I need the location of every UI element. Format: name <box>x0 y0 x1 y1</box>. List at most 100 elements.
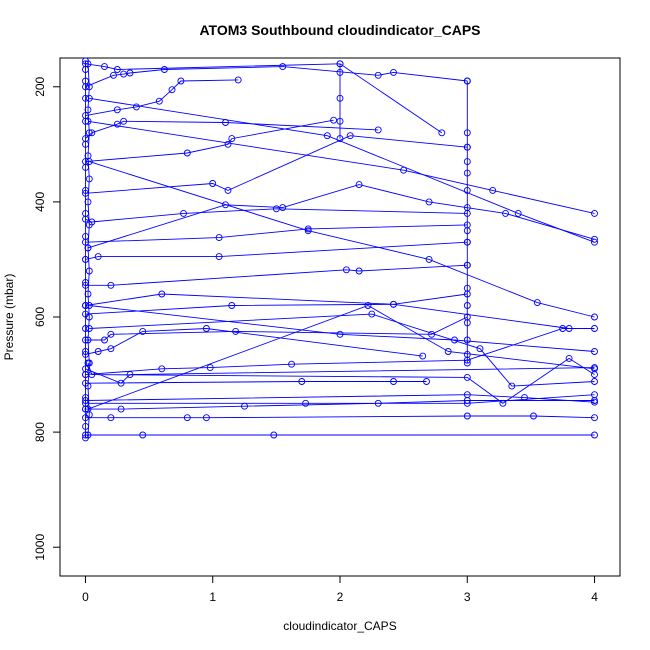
data-point <box>463 336 471 344</box>
data-point <box>336 117 344 125</box>
data-point <box>117 405 125 413</box>
data-point <box>82 379 89 387</box>
series-18 <box>82 238 471 263</box>
series-line <box>85 293 570 329</box>
data-point <box>298 378 306 385</box>
data-point <box>419 352 427 360</box>
data-point <box>84 405 92 413</box>
data-point <box>85 175 93 183</box>
data-point <box>85 94 93 102</box>
series-line <box>87 357 595 404</box>
y-axis: 200 400 600 800 1000 <box>33 76 61 561</box>
x-tick-label: 2 <box>337 590 344 604</box>
data-point <box>463 158 471 166</box>
data-point <box>591 235 598 243</box>
data-point <box>463 209 471 217</box>
series-layer <box>82 57 598 442</box>
series-8 <box>82 391 598 407</box>
data-point <box>82 255 89 263</box>
x-tick-label: 3 <box>464 590 471 604</box>
series-line <box>85 241 468 260</box>
data-point <box>355 267 363 275</box>
series-line <box>85 224 468 243</box>
data-point <box>110 71 117 79</box>
data-point <box>463 412 471 420</box>
series-line <box>87 120 595 214</box>
data-point <box>374 126 382 134</box>
y-tick-label: 200 <box>33 76 47 96</box>
data-point <box>565 354 573 362</box>
data-point <box>463 373 471 381</box>
data-point <box>113 106 121 114</box>
data-point <box>591 414 598 422</box>
data-point <box>304 227 312 235</box>
data-point <box>209 180 217 187</box>
series-line <box>85 119 334 163</box>
series-5 <box>82 431 598 439</box>
data-point <box>85 302 93 309</box>
data-point <box>591 398 598 406</box>
data-point <box>346 132 354 140</box>
data-point <box>390 68 397 76</box>
data-point <box>374 71 382 79</box>
series-9 <box>82 391 598 406</box>
data-point <box>234 76 242 84</box>
data-point <box>323 132 331 140</box>
y-tick-label: 400 <box>33 192 47 212</box>
series-31 <box>84 117 598 217</box>
data-point <box>84 117 92 125</box>
data-point <box>82 158 89 166</box>
series-line <box>85 208 468 223</box>
data-point <box>107 414 115 422</box>
data-point <box>463 169 471 177</box>
data-point <box>336 60 344 68</box>
series-line <box>85 367 595 384</box>
series-24 <box>82 76 242 120</box>
data-point <box>591 431 598 439</box>
data-point <box>288 360 296 368</box>
data-point <box>215 253 223 261</box>
series-line <box>89 97 595 243</box>
data-point <box>160 66 168 73</box>
data-point <box>84 290 92 298</box>
data-point <box>425 255 433 263</box>
series-line <box>85 264 468 286</box>
data-point <box>463 221 471 229</box>
series-25 <box>82 63 471 91</box>
data-point <box>591 325 598 332</box>
data-point <box>88 218 96 226</box>
data-point <box>224 186 232 194</box>
data-point <box>272 205 280 213</box>
series-line <box>85 394 595 403</box>
data-point <box>202 414 210 422</box>
data-point <box>463 129 471 137</box>
data-point <box>168 86 176 94</box>
data-point <box>438 129 446 137</box>
data-point <box>463 356 471 364</box>
x-tick-label: 4 <box>591 590 598 604</box>
data-point <box>107 345 115 353</box>
data-point <box>228 302 236 309</box>
series-line <box>89 305 595 352</box>
data-point <box>279 63 287 71</box>
data-point <box>336 330 344 338</box>
series-line <box>87 305 595 410</box>
data-point <box>463 391 471 399</box>
data-point <box>521 394 528 402</box>
data-point <box>94 348 102 355</box>
data-point <box>82 365 89 373</box>
data-point <box>82 350 89 358</box>
chart-title: ATOM3 Southbound cloudindicator_CAPS <box>199 22 480 38</box>
data-point <box>183 414 191 422</box>
x-axis-label: cloudindicator_CAPS <box>283 619 396 633</box>
data-point <box>88 129 96 137</box>
data-point <box>591 371 598 379</box>
data-point <box>183 149 191 157</box>
data-point <box>82 189 89 197</box>
data-point <box>463 313 471 321</box>
x-tick-label: 0 <box>82 590 89 604</box>
series-32 <box>85 94 598 246</box>
data-point <box>224 140 232 148</box>
